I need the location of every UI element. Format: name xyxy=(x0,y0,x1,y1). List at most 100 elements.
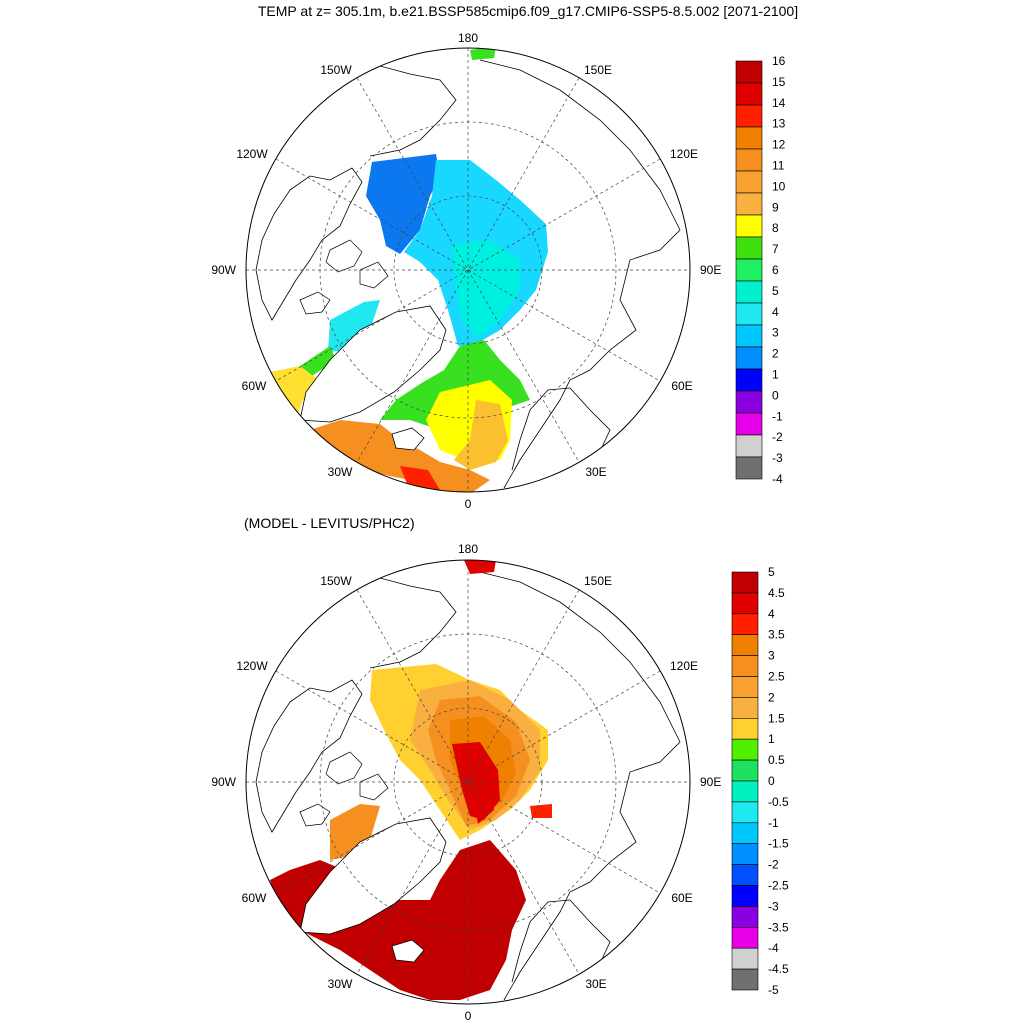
top-colorbar-tick-label: 9 xyxy=(772,200,779,214)
top-colorbar-swatch-8 xyxy=(735,236,763,260)
difference-subtitle: (MODEL - LEVITUS/PHC2) xyxy=(244,515,415,531)
top-label-0: 0 xyxy=(465,497,472,511)
bottom-colorbar-swatch-9 xyxy=(731,759,759,782)
top-label-90e: 90E xyxy=(700,263,721,277)
top-label-60w: 60W xyxy=(242,379,267,393)
bottom-colorbar-tick-label: -2.5 xyxy=(768,879,789,893)
bottom-land-iceland xyxy=(391,939,425,963)
bottom-field-red-strait xyxy=(530,804,552,818)
top-map-boundary xyxy=(245,47,691,493)
bottom-label-90w: 90W xyxy=(211,775,236,789)
top-coastline-alaska xyxy=(369,65,457,157)
top-colorbar-swatch-14 xyxy=(735,368,763,392)
bottom-colorbar-swatch-3 xyxy=(731,634,759,656)
bottom-colorbar-swatch-2 xyxy=(731,613,759,635)
top-colorbar-tick-label: 7 xyxy=(772,242,779,256)
bottom-colorbar-tick-label: 3 xyxy=(768,649,775,663)
top-colorbar-swatch-1 xyxy=(735,82,763,106)
bottom-colorbar-tick-label: 1 xyxy=(768,732,775,746)
top-colorbar-swatch-13 xyxy=(735,346,763,370)
bottom-colorbar-swatch-5 xyxy=(731,676,759,698)
top-colorbar-tick-label: 8 xyxy=(772,221,779,235)
top-colorbar-tick-label: -2 xyxy=(772,430,783,444)
bottom-colorbar-swatch-17 xyxy=(731,926,759,949)
bottom-colorbar-swatch-6 xyxy=(731,697,759,719)
top-field-cyan xyxy=(452,240,520,338)
top-label-150w: 150W xyxy=(320,63,352,77)
top-coastline-eurasia xyxy=(479,59,681,489)
bottom-colorbar-tick-label: -3.5 xyxy=(768,920,789,934)
top-colorbar-swatch-0 xyxy=(735,60,763,84)
top-colorbar-swatch-5 xyxy=(735,170,763,194)
bottom-colorbar-tick-label: 4 xyxy=(768,607,775,621)
bottom-colorbar-tick-label: -1 xyxy=(768,816,779,830)
top-colorbar-swatch-3 xyxy=(735,126,763,150)
top-colorbar-tick-label: 14 xyxy=(772,96,786,110)
bottom-colorbar-tick-label: 4.5 xyxy=(768,586,785,600)
bottom-colorbar-tick-label: -3 xyxy=(768,899,779,913)
bottom-colorbar-swatch-8 xyxy=(731,738,759,761)
bottom-polar-map: 180 150W 150E 120W 120E 90W 90E 60W 60E … xyxy=(211,542,721,1023)
bottom-label-120w: 120W xyxy=(236,659,268,673)
bottom-colorbar-swatch-18 xyxy=(731,947,759,970)
top-label-180: 180 xyxy=(458,31,478,45)
bottom-colorbar-swatch-4 xyxy=(731,655,759,677)
bottom-label-60e: 60E xyxy=(671,891,692,905)
top-label-150e: 150E xyxy=(584,63,612,77)
top-colorbar-tick-label: 15 xyxy=(772,75,786,89)
top-colorbar-swatch-2 xyxy=(735,104,763,128)
bottom-colorbar-swatch-19 xyxy=(731,968,759,991)
top-colorbar-tick-label: 13 xyxy=(772,117,786,131)
bottom-colorbar-tick-label: 0.5 xyxy=(768,753,785,767)
top-colorbar-tick-label: 0 xyxy=(772,388,779,402)
top-colorbar-swatch-16 xyxy=(735,412,763,436)
top-colorbar-tick-label: 11 xyxy=(772,159,785,173)
bottom-graticule xyxy=(246,560,690,1004)
bottom-colorbar-tick-label: -1.5 xyxy=(768,837,789,851)
top-colorbar-tick-label: 1 xyxy=(772,368,779,382)
top-colorbar-tick-label: 5 xyxy=(772,284,779,298)
top-label-30e: 30E xyxy=(585,465,606,479)
bottom-label-30e: 30E xyxy=(585,977,606,991)
top-colorbar-tick-label: 3 xyxy=(772,326,779,340)
bottom-colorbar-swatch-1 xyxy=(731,592,759,615)
bottom-coastline-americas xyxy=(255,679,363,833)
top-field-orange-yellow xyxy=(454,400,508,470)
top-colorbar-tick-label: 2 xyxy=(772,347,779,361)
top-polar-map: 180 150W 150E 120W 120E 90W 90E 60W 60E … xyxy=(211,31,721,511)
bottom-colorbar-tick-label: 3.5 xyxy=(768,628,785,642)
top-label-120w: 120W xyxy=(236,147,268,161)
bottom-colorbar-swatch-11 xyxy=(731,801,759,824)
top-label-120e: 120E xyxy=(670,147,698,161)
bottom-field-red xyxy=(452,742,500,824)
bottom-colorbar-swatch-7 xyxy=(731,717,759,740)
top-colorbar-tick-label: -1 xyxy=(772,409,783,423)
top-coastline-archipelago xyxy=(299,239,389,315)
bottom-colorbar-tick-label: 0 xyxy=(768,774,775,788)
bottom-colorbar-swatch-13 xyxy=(731,843,759,865)
bottom-colorbar-tick-label: -2 xyxy=(768,858,779,872)
bottom-label-150e: 150E xyxy=(584,574,612,588)
top-land-greenland xyxy=(299,305,447,423)
top-colorbar-swatch-7 xyxy=(735,214,763,238)
bottom-colorbar-swatch-15 xyxy=(731,885,759,907)
top-coastline-americas xyxy=(255,167,363,321)
bottom-colorbar-tick-label: 5 xyxy=(768,565,775,579)
bottom-colorbar-tick-label: 1.5 xyxy=(768,711,785,725)
top-colorbar-swatch-15 xyxy=(735,390,763,414)
top-field-cold-blue xyxy=(366,154,440,254)
top-colorbar-swatch-17 xyxy=(735,434,763,458)
bottom-colorbar-swatch-16 xyxy=(731,906,759,928)
bottom-label-120e: 120E xyxy=(670,659,698,673)
top-label-90w: 90W xyxy=(211,263,236,277)
bottom-colorbar-tick-label: -4 xyxy=(768,941,779,955)
top-colorbar-tick-label: -4 xyxy=(772,472,783,486)
top-colorbar-swatch-9 xyxy=(735,258,763,282)
top-colorbar-swatch-11 xyxy=(735,302,763,326)
top-colorbar-tick-label: 4 xyxy=(772,305,779,319)
bottom-colorbar-swatch-10 xyxy=(731,780,759,803)
top-label-30w: 30W xyxy=(328,465,353,479)
top-field-orange xyxy=(310,420,490,492)
